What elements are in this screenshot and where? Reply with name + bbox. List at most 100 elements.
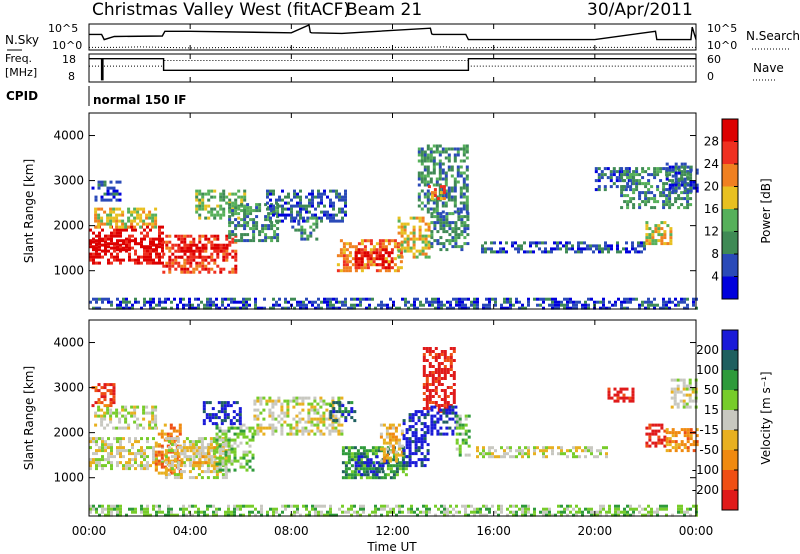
velocity-cell — [161, 510, 164, 514]
velocity-cell — [359, 446, 363, 450]
velocity-cell — [98, 458, 101, 462]
power-cell — [680, 300, 683, 304]
velocity-cell — [207, 452, 211, 456]
velocity-cell — [394, 450, 398, 454]
velocity-cell — [236, 435, 240, 439]
velocity-cell — [319, 399, 323, 403]
velocity-cell — [251, 438, 255, 442]
velocity-cell — [213, 455, 217, 459]
power-cell — [122, 297, 125, 301]
velocity-cell — [688, 387, 692, 391]
velocity-cell — [408, 440, 412, 444]
power-cell — [168, 249, 172, 253]
velocity-cell — [213, 446, 217, 450]
velocity-cell — [451, 405, 455, 409]
velocity-cell — [176, 440, 180, 444]
velocity-cell — [428, 510, 431, 514]
freq-panel: Freq. [MHz] 18 8 60 0 Nave — [5, 52, 784, 83]
velocity-cell — [408, 443, 412, 447]
power-cell — [568, 241, 571, 245]
velocity-cell — [119, 455, 122, 459]
power-cell — [354, 257, 358, 261]
power-cell — [427, 255, 431, 259]
power-cell — [608, 306, 611, 310]
velocity-cell — [423, 431, 427, 435]
power-cell — [381, 239, 385, 243]
velocity-cell — [295, 429, 299, 433]
power-cell — [158, 252, 161, 256]
power-cell — [137, 242, 140, 246]
power-cell — [377, 303, 380, 307]
power-cell — [356, 297, 359, 301]
power-cell — [603, 167, 607, 171]
power-cell — [464, 297, 467, 301]
power-cell — [603, 173, 607, 177]
power-cell — [638, 303, 641, 307]
velocity-cell — [414, 461, 418, 465]
velocity-cell — [188, 443, 192, 447]
power-cell — [174, 267, 178, 271]
velocity-cell — [569, 504, 572, 508]
velocity-cell — [476, 449, 479, 453]
velocity-cell — [188, 455, 192, 459]
velocity-cell — [386, 461, 390, 465]
power-region — [397, 216, 431, 259]
power-cell — [417, 192, 421, 196]
velocity-cell — [408, 446, 412, 450]
velocity-cell — [89, 510, 92, 514]
power-cell — [461, 297, 464, 301]
power-cell — [453, 204, 457, 208]
power-cell — [320, 210, 323, 214]
power-cell — [296, 300, 299, 304]
power-cell — [668, 300, 671, 304]
power-cell — [113, 255, 116, 259]
power-cell — [109, 216, 113, 220]
power-cell — [213, 249, 217, 253]
power-cell — [115, 192, 119, 196]
power-cell — [145, 213, 149, 217]
velocity-cell — [124, 414, 128, 418]
power-cell — [134, 261, 137, 265]
velocity-cell — [94, 414, 98, 418]
power-cell — [204, 237, 208, 241]
power-cell — [154, 219, 158, 223]
power-cell — [348, 269, 352, 273]
power-cell — [618, 179, 622, 183]
power-cell — [378, 248, 382, 252]
velocity-cell — [107, 455, 110, 459]
velocity-cell — [414, 410, 418, 414]
power-cell — [442, 224, 446, 228]
power-cell — [158, 258, 161, 262]
power-cell — [432, 144, 436, 148]
velocity-cell — [113, 504, 116, 508]
power-cell — [243, 198, 247, 202]
velocity-cell — [385, 447, 389, 451]
velocity-cell — [256, 423, 260, 427]
velocity-cell — [428, 371, 432, 374]
power-cell — [436, 218, 440, 222]
power-cell — [551, 303, 554, 307]
power-cell — [502, 247, 505, 251]
power-cell — [119, 239, 122, 243]
power-cell — [386, 303, 389, 307]
power-cell — [559, 247, 562, 251]
power-cell — [246, 215, 250, 219]
power-cell — [131, 303, 134, 307]
velocity-cell — [434, 401, 438, 404]
velocity-cell — [107, 513, 110, 517]
velocity-cell — [362, 510, 365, 514]
power-cell — [207, 192, 211, 196]
power-cell — [442, 221, 446, 225]
power-cell — [415, 216, 419, 220]
velocity-cell — [242, 450, 246, 454]
velocity-cell — [313, 405, 317, 409]
velocity-cell — [448, 417, 452, 421]
velocity-cell — [374, 507, 377, 511]
velocity-cell — [437, 377, 441, 380]
power-cell — [662, 200, 666, 204]
velocity-cell — [448, 426, 452, 430]
power-cell — [665, 194, 669, 198]
power-colorbar-tick-label: 20 — [704, 180, 719, 194]
power-cell — [152, 237, 155, 241]
velocity-cell — [298, 411, 302, 415]
